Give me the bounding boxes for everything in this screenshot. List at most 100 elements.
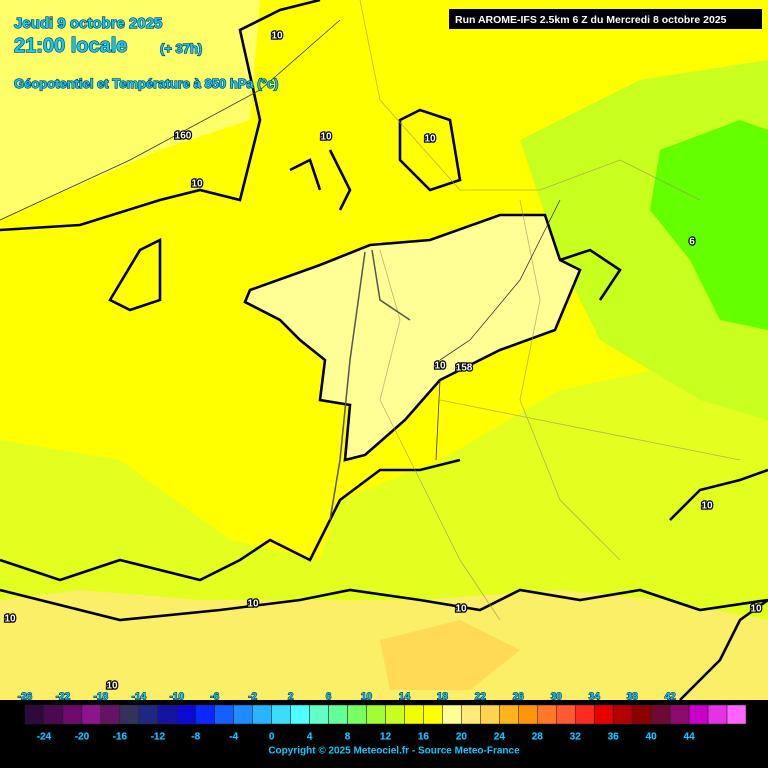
contour-line	[289, 149, 622, 301]
legend-swatch	[271, 704, 291, 725]
legend-label: 22	[475, 692, 487, 703]
contour-label: 6	[689, 237, 695, 248]
contour-label: 10	[750, 604, 762, 615]
legend-label: -12	[151, 732, 166, 743]
legend-label: 28	[532, 732, 544, 743]
contour-line	[0, 458, 461, 582]
legend-label: 16	[418, 732, 430, 743]
legend-label: 36	[608, 732, 620, 743]
legend-swatch	[423, 704, 443, 725]
map-subtitle: Géopotentiel et Température à 850 hPa (°…	[14, 76, 278, 91]
legend-label: 10	[361, 692, 373, 703]
legend-swatch	[537, 704, 557, 725]
legend-swatch	[233, 704, 253, 725]
legend-swatch	[404, 704, 424, 725]
legend-swatch	[556, 704, 576, 725]
legend-swatch	[119, 704, 140, 725]
legend-swatch	[650, 704, 671, 725]
legend-label: 42	[665, 692, 677, 703]
orange-area	[380, 620, 520, 690]
contour-line	[0, 588, 768, 622]
contour-label: 10	[701, 501, 713, 512]
legend-swatch	[176, 704, 197, 725]
copyright: Copyright © 2025 Meteociel.fr - Source M…	[268, 746, 520, 757]
legend-swatch	[726, 704, 747, 725]
legend-label: 20	[456, 732, 468, 743]
contour-label: 10	[320, 132, 332, 143]
pale-area	[245, 215, 580, 460]
geopotential-line	[0, 19, 341, 221]
legend-label: 0	[269, 732, 275, 743]
legend-swatch	[480, 704, 500, 725]
contour-label: 10	[106, 681, 118, 692]
legend-label: -8	[191, 732, 200, 743]
contour-label: 10	[191, 179, 203, 190]
contour-line	[243, 213, 582, 462]
legend-swatch	[518, 704, 538, 725]
legend-label: 38	[627, 692, 639, 703]
legend-label: 8	[345, 732, 351, 743]
legend-swatch	[612, 704, 633, 725]
forecast-lead: (+ 37h)	[160, 41, 202, 56]
legend-swatch	[366, 704, 386, 725]
legend-label: -16	[113, 732, 128, 743]
legend-label: -4	[229, 732, 238, 743]
legend-label: 30	[551, 692, 563, 703]
legend-label: 18	[437, 692, 449, 703]
legend-swatch	[309, 704, 329, 725]
contour-line	[669, 468, 768, 701]
legend-swatch	[499, 704, 519, 725]
contour-label: 10	[247, 599, 259, 610]
legend-swatch	[328, 704, 348, 725]
legend-swatch	[631, 704, 652, 725]
bright-green-area	[650, 120, 768, 330]
legend-swatch	[669, 704, 690, 725]
legend-swatch	[157, 704, 178, 725]
legend-label: -22	[56, 692, 71, 703]
geopotential-line	[435, 199, 561, 461]
run-box	[449, 9, 762, 29]
pale-area	[0, 0, 260, 220]
legend-label: 44	[684, 732, 696, 743]
border-line	[359, 0, 741, 621]
legend-swatch	[574, 704, 595, 725]
legend-label: -26	[18, 692, 33, 703]
legend-swatch	[43, 704, 64, 725]
legend-swatch	[461, 704, 481, 725]
contour-label: 10	[271, 31, 283, 42]
contour-label: 10	[434, 361, 446, 372]
legend-swatch	[347, 704, 367, 725]
legend-swatch	[195, 704, 215, 725]
legend-label: 32	[570, 732, 582, 743]
legend-swatch	[442, 704, 462, 725]
legend-swatch	[24, 704, 45, 725]
contour-label: 10	[4, 614, 16, 625]
color-legend: -26 -22 -18 -14 -10 -6 -2 2 6 10 14 18 22 26 30 34 38 42-…	[17, 691, 747, 743]
legend-label: -20	[75, 732, 90, 743]
legend-label: 14	[399, 692, 411, 703]
forecast-date: Jeudi 9 octobre 2025	[14, 15, 162, 32]
legend-label: 6	[326, 692, 332, 703]
legend-swatch	[385, 704, 405, 725]
legend-label: 34	[589, 692, 601, 703]
legend-swatch	[688, 704, 709, 725]
contour-label: 158	[456, 363, 473, 374]
run-info: Run AROME-IFS 2.5km 6 Z du Mercredi 8 oc…	[455, 14, 727, 26]
river	[329, 249, 411, 521]
legend-label: -14	[132, 692, 147, 703]
legend-swatch	[593, 704, 614, 725]
contour-line	[0, 0, 321, 232]
legend-swatch	[100, 704, 121, 725]
forecast-time: 21:00 locale	[14, 35, 127, 57]
legend-label: 24	[494, 732, 506, 743]
legend-label: -2	[248, 692, 257, 703]
contour-label: 160	[175, 131, 192, 142]
legend-label: 40	[646, 732, 658, 743]
legend-label: 12	[380, 732, 392, 743]
contour-label: 10	[455, 604, 467, 615]
legend-swatch	[62, 704, 83, 725]
legend-swatch	[138, 704, 159, 725]
contour-label: 10	[424, 134, 436, 145]
legend-swatch	[707, 704, 728, 725]
